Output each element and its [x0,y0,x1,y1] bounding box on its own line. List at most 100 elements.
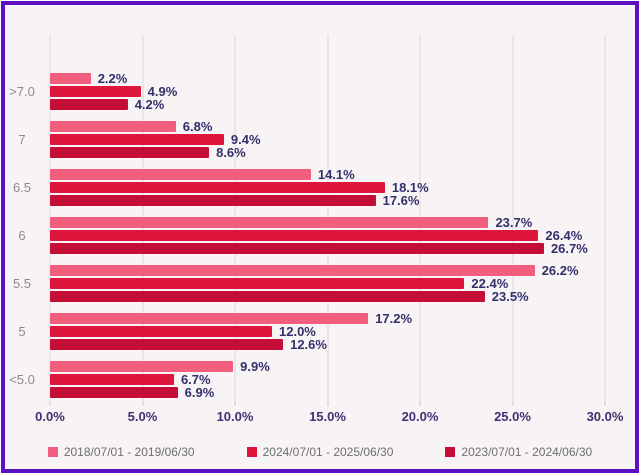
value-label: 26.7% [550,241,588,256]
chart-content: >7.0 2.2% 4.9% 4.2% 7 6.8% 9.4% 8.6% 6.5 14.1% 18.… [5,5,635,469]
bar-row: 6.9% [50,385,605,400]
x-axis-tick [142,401,143,406]
legend-entry: 2018/07/01 - 2019/06/30 [47,445,195,459]
bar-group: 7 6.8% 9.4% 8.6% [18,119,605,160]
category-label: 6 [18,228,26,243]
x-axis-tick [327,401,328,406]
value-label: 8.6% [216,145,246,160]
bar-row: 17.2% [50,311,605,326]
x-axis-tick-label: 10.0% [216,409,254,424]
bar [50,339,284,350]
x-axis-tick-label: 20.0% [401,409,439,424]
legend: 2018/07/01 - 2019/06/30 2024/07/01 - 2025… [5,445,635,459]
category-label: 7 [18,132,26,147]
bar [50,361,234,372]
bar [50,86,141,97]
value-label: 18.1% [391,180,429,195]
category-label: 5.5 [12,276,32,291]
value-label: 6.7% [180,372,211,387]
legend-swatch-icon [445,447,456,457]
value-label: 9.9% [240,359,270,374]
bar-group: >7.0 2.2% 4.9% 4.2% [9,71,605,112]
bar [50,73,91,84]
bar-row: 18.1% [50,180,605,195]
bar-row: 26.7% [50,241,605,256]
bar-row: 2.2% [50,71,605,86]
value-label: 17.2% [375,311,413,326]
legend-swatch-icon [47,447,58,457]
value-label: 14.1% [317,167,355,182]
bar [50,147,210,158]
x-axis-tick [49,401,51,406]
bar [50,182,385,193]
bar-group: 6 23.7% 26.4% 26.7% [18,215,605,256]
bar-row: 26.4% [50,228,605,243]
bar-row: 6.7% [50,372,605,387]
bar-row: 4.9% [50,84,605,99]
bar [50,291,485,302]
bar [50,99,128,110]
x-axis-tick-label: 25.0% [494,409,531,424]
value-label: 4.9% [147,84,178,99]
value-label: 17.6% [382,193,420,208]
bar [50,217,489,228]
legend-entry: 2024/07/01 - 2025/06/30 [246,445,394,459]
category-label: 6.5 [12,180,32,195]
value-label: 2.2% [97,71,128,86]
category-label: <5.0 [9,372,35,387]
bar-group: 5 17.2% 12.0% 12.6% [18,311,605,352]
bar-group: 5.5 26.2% 22.4% 23.5% [13,263,605,304]
bar-row: 23.5% [50,289,605,304]
bar [50,230,539,241]
value-label: 26.4% [545,228,583,243]
value-label: 26.2% [541,263,579,278]
bar-row: 17.6% [50,193,605,208]
bar [50,326,272,337]
x-axis-tick [512,401,513,406]
legend-label: 2024/07/01 - 2025/06/30 [262,445,394,459]
category-label: 5 [18,324,26,339]
value-label: 12.6% [290,337,327,352]
x-axis: 0.0% 5.0% 10.0% 15.0% 20.0% 25.0% 30.0% [35,401,623,429]
bar [50,121,176,132]
bar [50,265,535,276]
plot-area: >7.0 2.2% 4.9% 4.2% 7 6.8% 9.4% 8.6% 6.5 14.1% 18.… [9,35,606,401]
bar [50,169,311,180]
x-axis-tick [604,401,606,406]
bar-row: 4.2% [50,97,605,112]
bar [50,313,369,324]
bar [50,387,178,398]
bar [50,374,174,385]
value-label: 12.0% [279,324,316,339]
gridline [604,35,606,401]
bar-groups: >7.0 2.2% 4.9% 4.2% 7 6.8% 9.4% 8.6% 6.5 14.1% 18.… [9,35,605,401]
bar [50,278,465,289]
legend-label: 2023/07/01 - 2024/06/30 [461,445,593,459]
bar-row: 12.0% [50,324,605,339]
value-label: 6.8% [182,119,213,134]
x-axis-tick-label: 0.0% [35,409,65,424]
category-label: >7.0 [9,84,35,99]
bar-row: 9.9% [50,359,605,374]
bar-row: 22.4% [50,277,605,290]
value-label: 6.9% [184,385,215,400]
bar-row: 14.1% [50,167,605,182]
x-axis-tick-label: 5.0% [127,409,158,424]
value-label: 4.2% [134,97,165,112]
x-axis-tick [419,401,421,406]
bar [50,195,376,206]
bar-row: 12.6% [50,337,605,352]
legend-label: 2018/07/01 - 2019/06/30 [63,445,195,459]
bar-group: 6.5 14.1% 18.1% 17.6% [13,167,605,208]
bar-group: <5.0 9.9% 6.7% 6.9% [9,359,605,400]
bar [50,134,224,145]
x-axis-tick-label: 30.0% [586,409,624,424]
value-label: 9.4% [230,132,261,147]
bar-row: 8.6% [50,145,605,160]
gridline [512,35,513,401]
x-axis-tick-label: 15.0% [309,409,346,424]
value-label: 23.7% [495,215,533,230]
legend-swatch-icon [246,447,257,457]
value-label: 23.5% [491,289,529,304]
